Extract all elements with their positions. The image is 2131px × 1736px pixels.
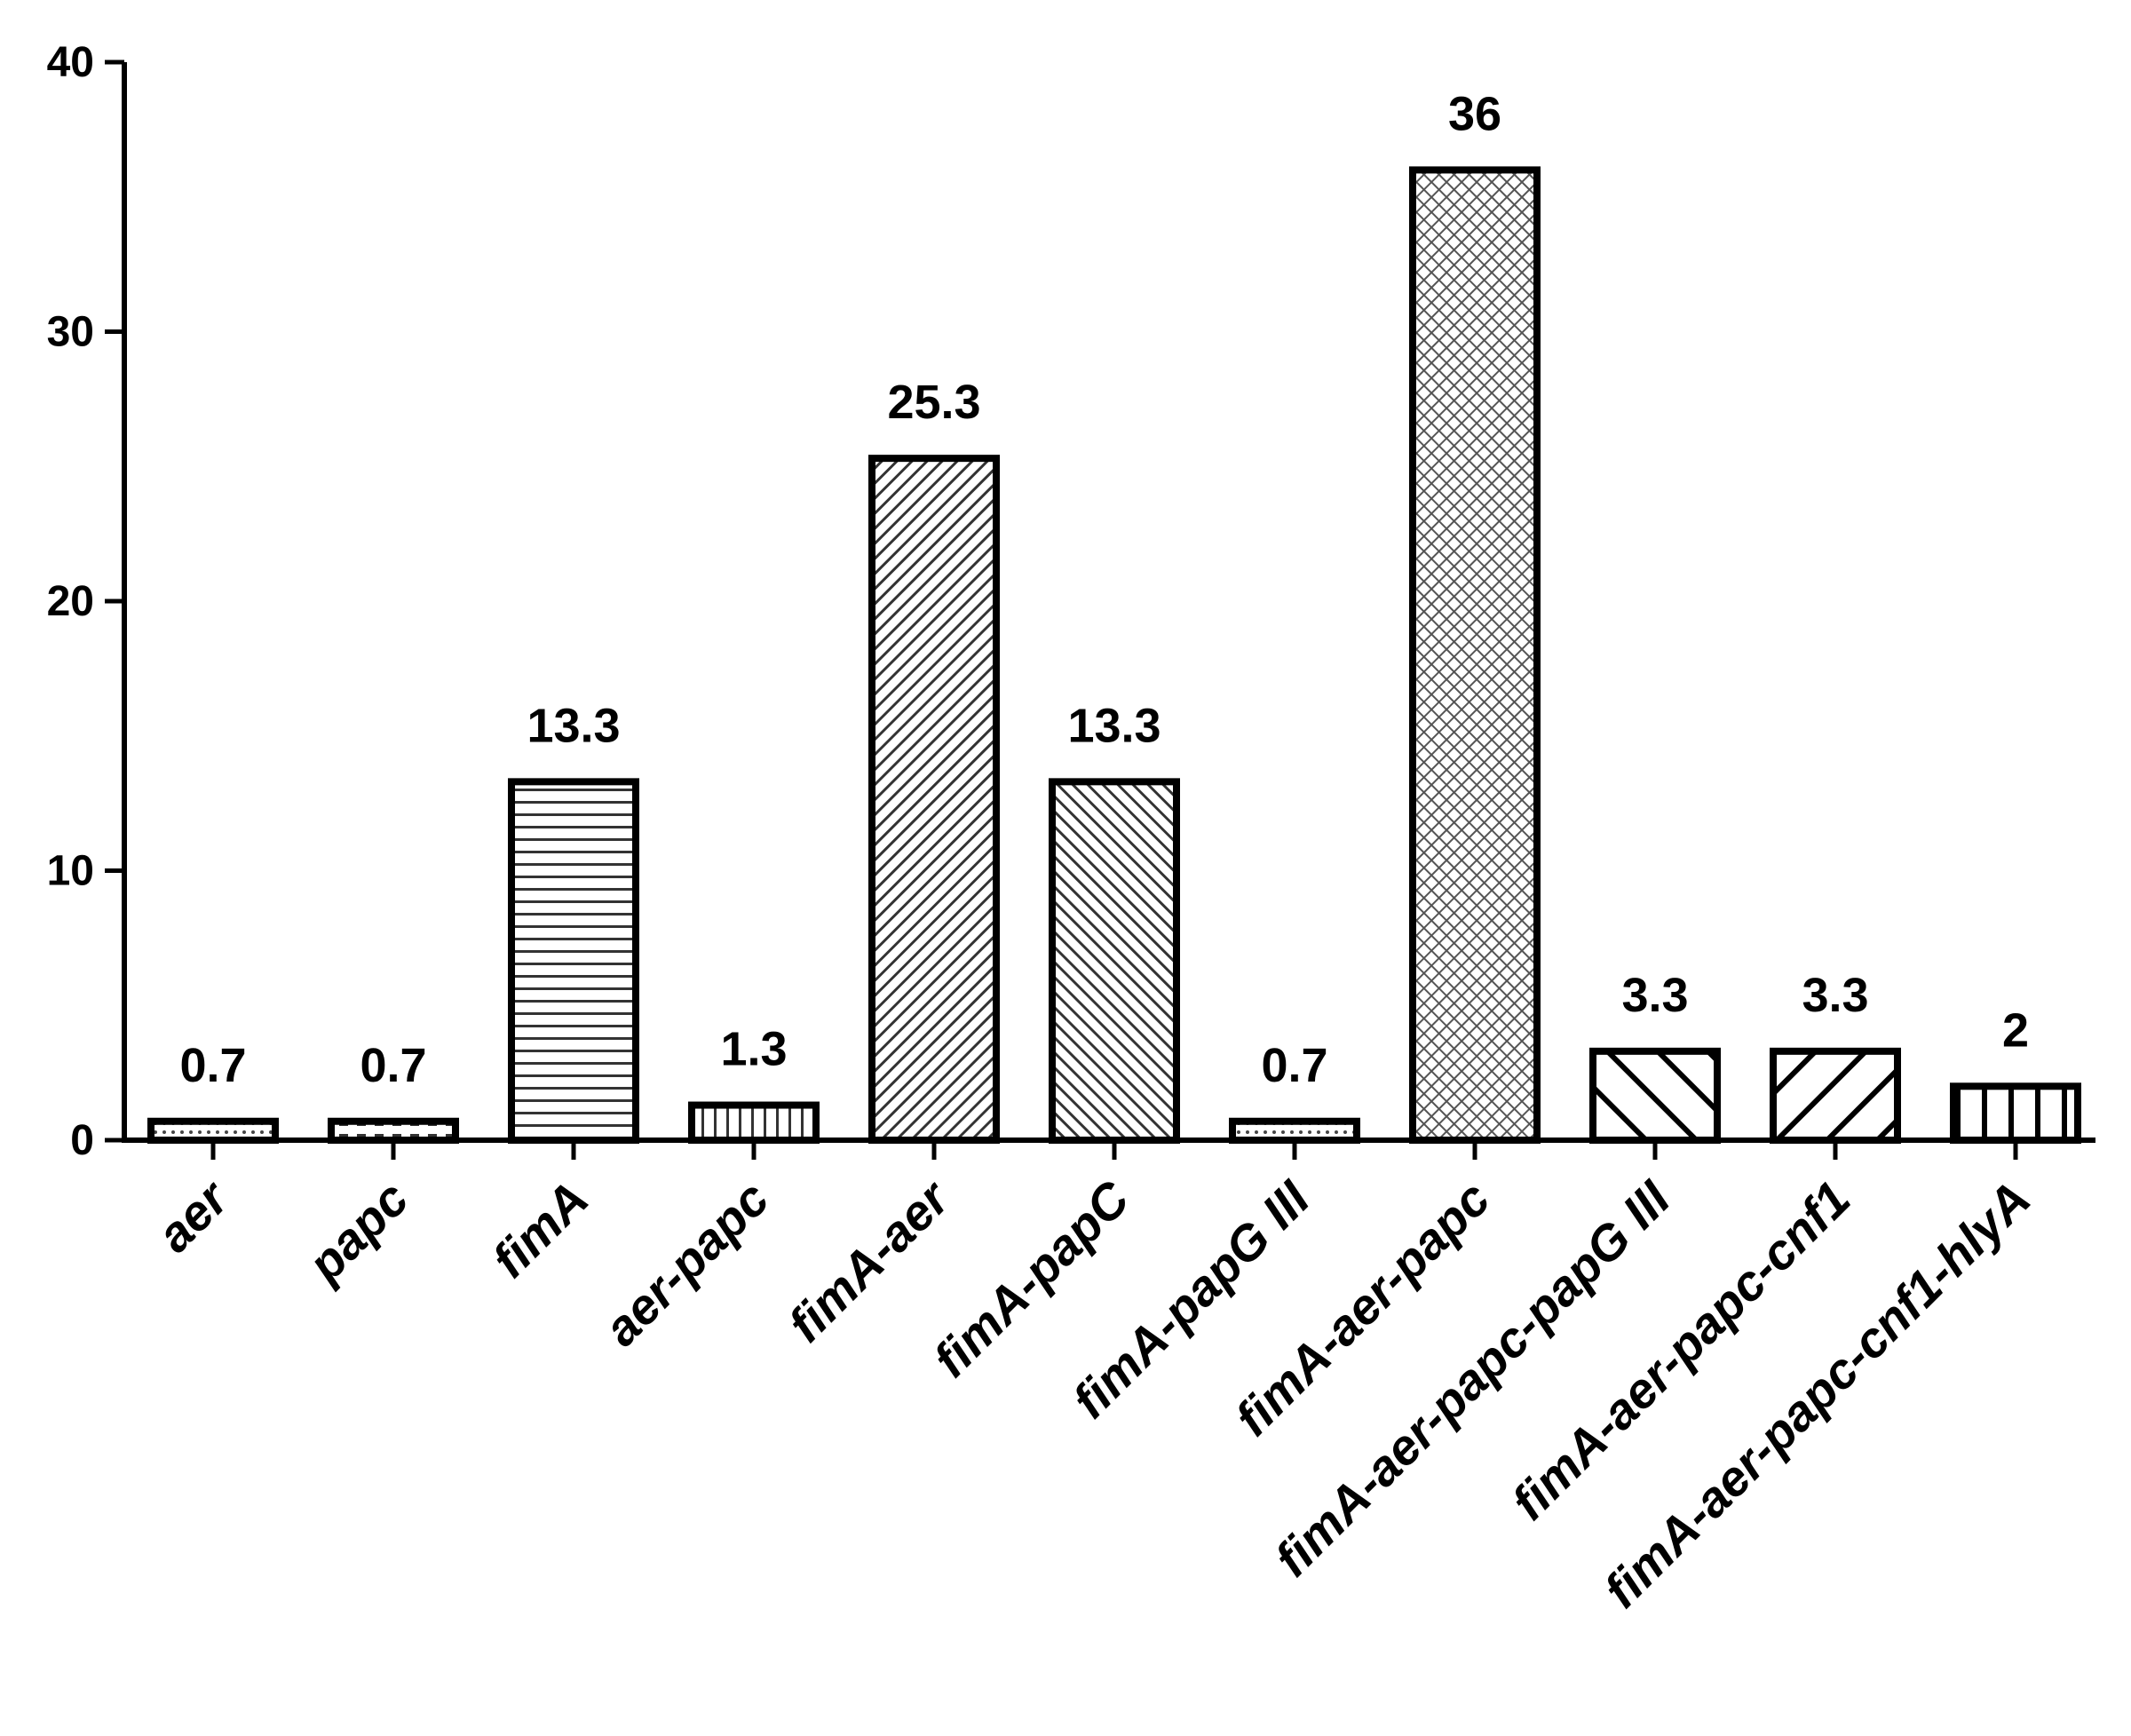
- value-labels: 0.7 0.7 13.3 1.3 25.3 13.3 0.7 36 3.3 3.3 2: [179, 87, 2029, 1091]
- data-label: 1.3: [720, 1023, 787, 1076]
- data-label: 25.3: [887, 376, 980, 429]
- bar: [328, 1117, 459, 1145]
- bar: [688, 1101, 820, 1145]
- x-tick-label: fimA: [481, 1170, 599, 1288]
- bar: [147, 1117, 279, 1145]
- bar: [508, 778, 639, 1144]
- bar: [1950, 1082, 2081, 1145]
- bars: [147, 166, 2081, 1145]
- y-tick-label: 10: [47, 848, 94, 895]
- data-label: 3.3: [1621, 969, 1688, 1022]
- y-tick-label: 0: [70, 1117, 94, 1164]
- x-tick-label: aer-papc: [593, 1170, 780, 1357]
- x-tick-label: fimA-aer: [777, 1169, 961, 1352]
- y-tick-label: 40: [47, 39, 94, 86]
- y-tick-label: 20: [47, 578, 94, 625]
- y-tick-label: 30: [47, 309, 94, 356]
- data-label: 13.3: [1067, 699, 1161, 752]
- data-label: 36: [1448, 87, 1501, 140]
- data-label: 0.7: [1261, 1039, 1327, 1092]
- x-tick-label: aer: [146, 1169, 240, 1263]
- y-axis: 0 10 20 30 40: [47, 39, 127, 1164]
- data-label: 2: [2002, 1003, 2029, 1057]
- bar: [1049, 778, 1180, 1144]
- data-label: 0.7: [179, 1039, 246, 1092]
- data-label: 0.7: [360, 1039, 426, 1092]
- x-tick-label: fimA-aer-papc-cnf1: [1501, 1170, 1860, 1530]
- bar: [1409, 166, 1541, 1144]
- data-label: 3.3: [1802, 969, 1868, 1022]
- x-tick-label: papc: [296, 1170, 418, 1293]
- bar: [1229, 1117, 1360, 1145]
- data-label: 13.3: [527, 699, 620, 752]
- bar: [1770, 1047, 1901, 1144]
- category-labels: aer papc fimAaer-papcfimA-aerfimA-papCfimA…: [146, 1169, 2040, 1619]
- bar: [868, 455, 1000, 1144]
- bar: [1589, 1047, 1721, 1144]
